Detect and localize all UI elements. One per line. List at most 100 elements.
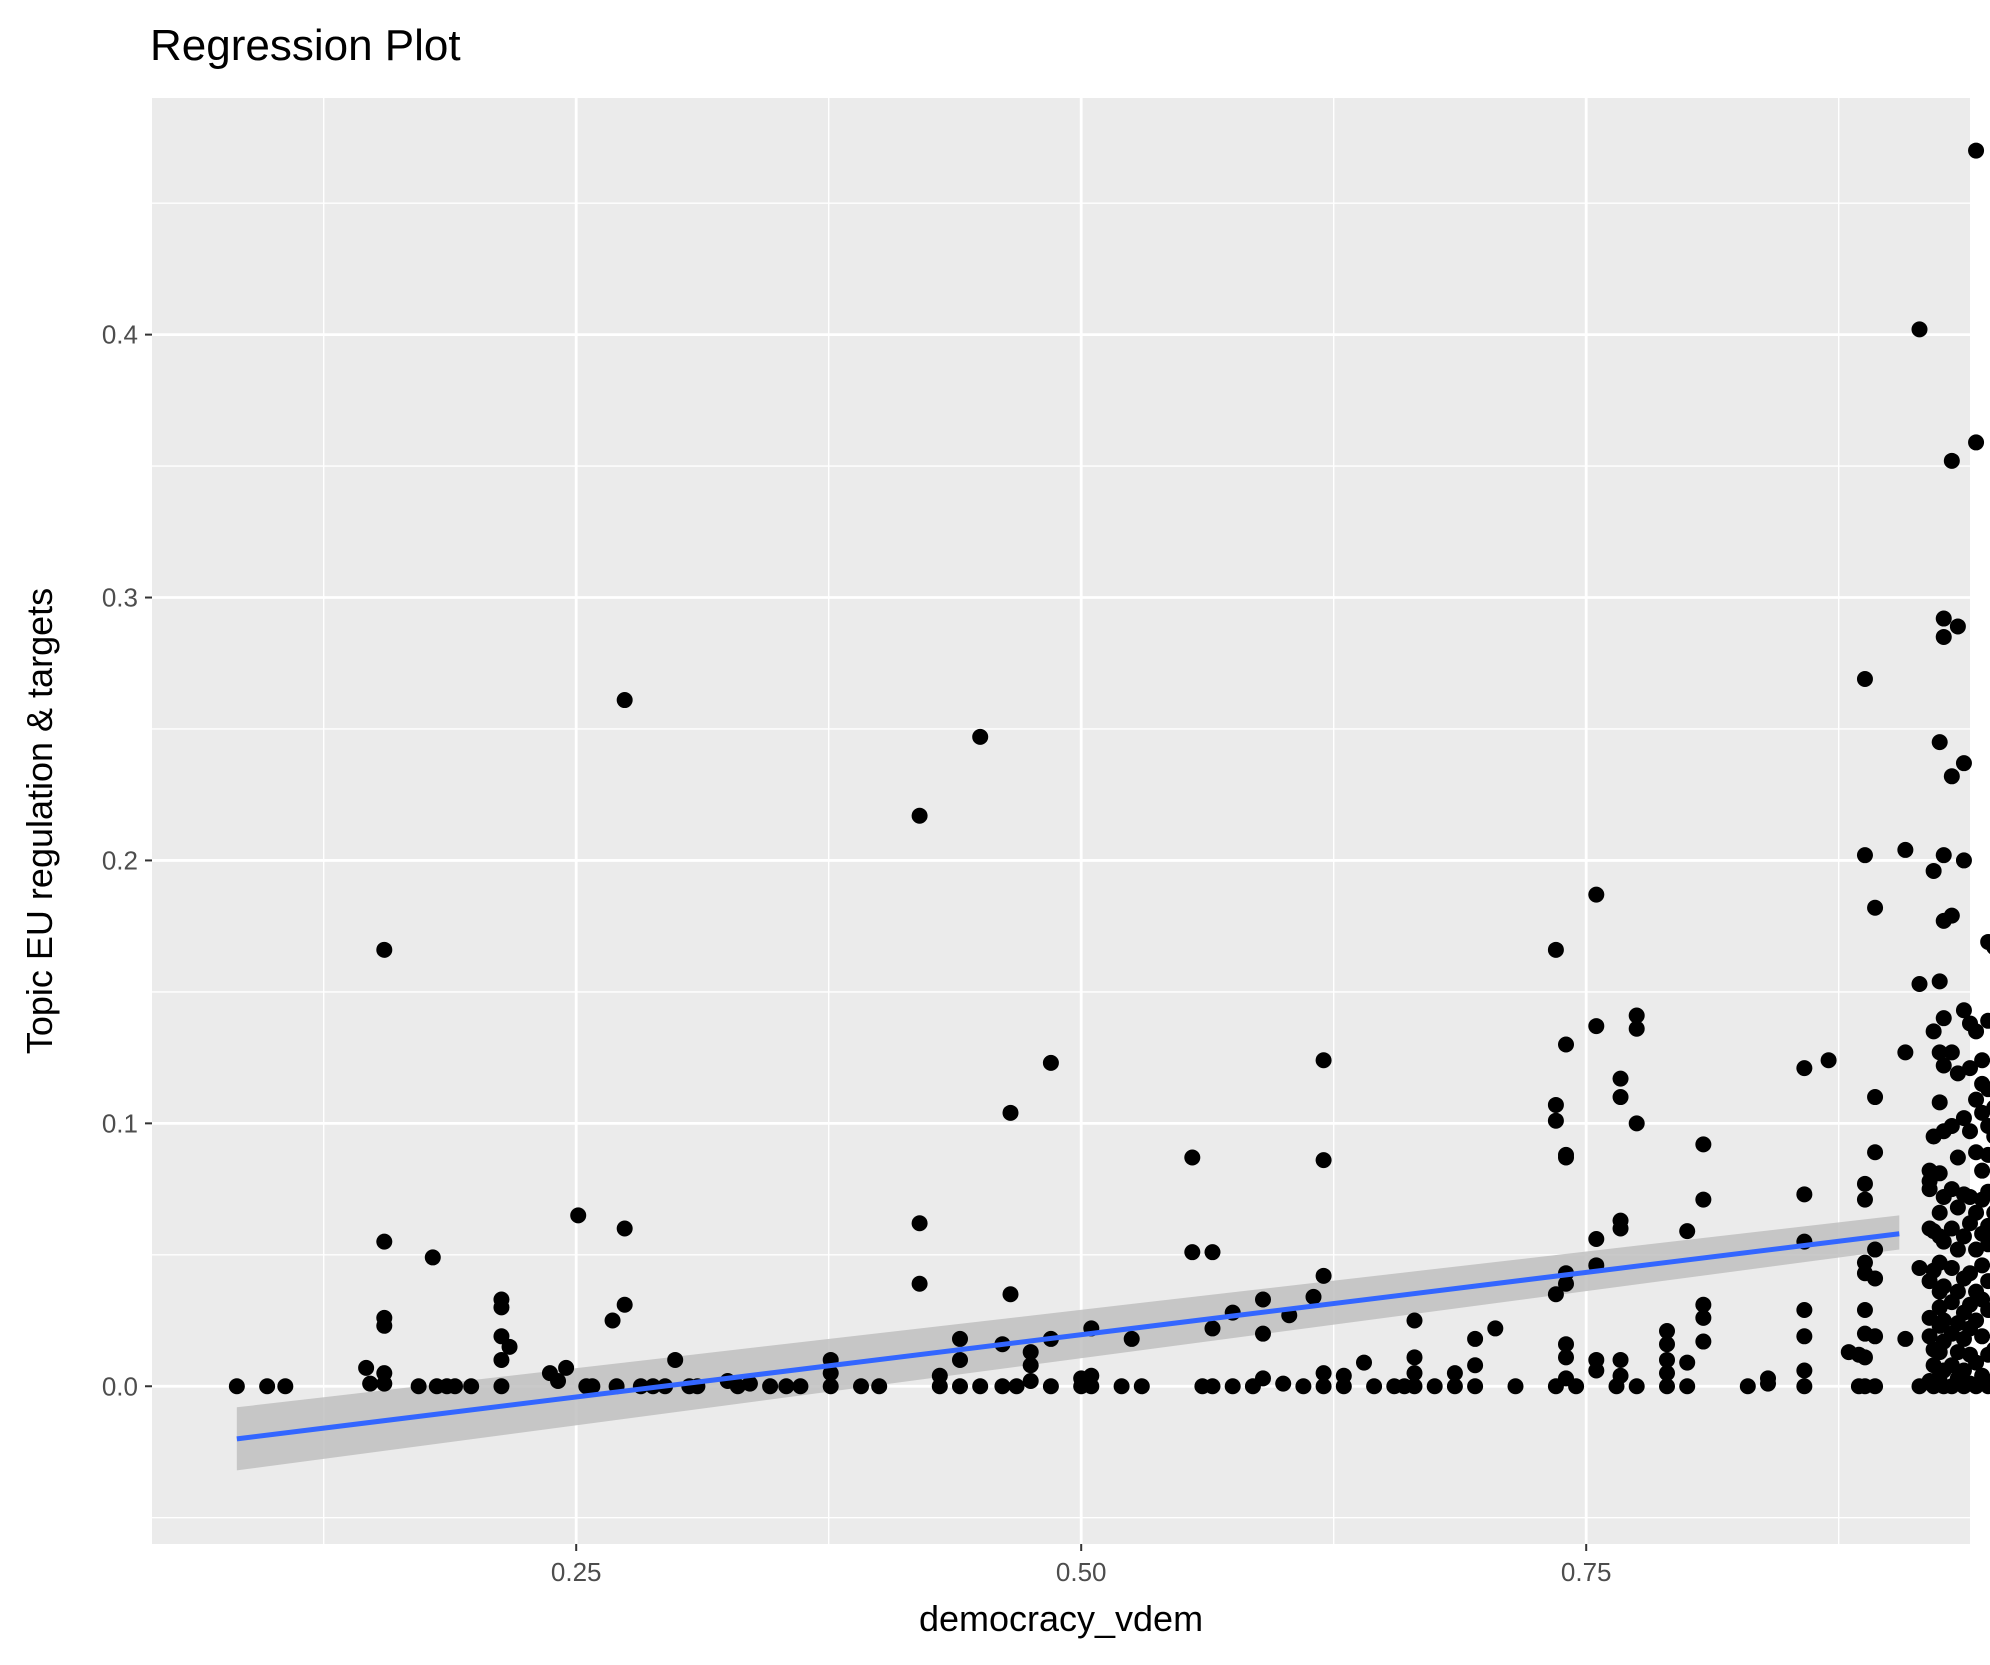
data-point (1949, 1149, 1966, 1166)
plot-panel (152, 98, 1970, 1544)
data-point (501, 1338, 518, 1355)
confidence-band (236, 1215, 1900, 1471)
data-point (1022, 1372, 1039, 1389)
data-point (1628, 1115, 1645, 1132)
data-point (1507, 1378, 1524, 1395)
data-point (952, 1330, 968, 1347)
data-point (1446, 1378, 1463, 1395)
data-point (558, 1359, 575, 1376)
data-point (1962, 1296, 1978, 1313)
data-point (1943, 1357, 1960, 1374)
data-point (667, 1351, 684, 1368)
data-point (1935, 1057, 1952, 1074)
data-point (1968, 1241, 1985, 1258)
data-point (604, 1312, 621, 1329)
data-point (1867, 1089, 1884, 1106)
data-point (1962, 1265, 1978, 1282)
data-point (463, 1378, 480, 1395)
data-point (1943, 907, 1960, 924)
data-point (1547, 1112, 1564, 1129)
data-point (1968, 1204, 1985, 1221)
data-point (1184, 1149, 1201, 1166)
regression-line (236, 1231, 1900, 1442)
data-point (1796, 1302, 1813, 1319)
data-point (1568, 1378, 1585, 1395)
data-point (1943, 768, 1960, 785)
data-point (1911, 976, 1928, 993)
data-point (1921, 1328, 1938, 1345)
data-point (1659, 1323, 1675, 1340)
y-axis: 0.0 0.1 0.2 0.3 0.4 (102, 320, 152, 1401)
data-point (1949, 1283, 1966, 1300)
data-point (1659, 1351, 1675, 1368)
data-point (1547, 941, 1564, 958)
data-point (1760, 1375, 1776, 1392)
data-point (1796, 1186, 1813, 1203)
data-point (616, 1220, 633, 1237)
data-point (1980, 1012, 1990, 1029)
data-point (1921, 1181, 1938, 1198)
data-point (1897, 841, 1914, 858)
data-point (1184, 1244, 1201, 1261)
data-point (1935, 1278, 1952, 1295)
scatter-points (228, 142, 1990, 1395)
y-axis-title: Topic EU regulation & targets (19, 588, 60, 1054)
data-point (1315, 1378, 1332, 1395)
data-point (1204, 1378, 1221, 1395)
data-point (1974, 1257, 1990, 1274)
data-point (1980, 1117, 1990, 1134)
data-point (1679, 1378, 1696, 1395)
data-point (1955, 1228, 1972, 1245)
data-point (1949, 1241, 1966, 1258)
data-point (1547, 1096, 1564, 1113)
data-point (1315, 1052, 1332, 1069)
data-point (1487, 1320, 1504, 1337)
data-point (228, 1378, 245, 1395)
data-point (1986, 1129, 1990, 1144)
y-tick-label: 0.1 (102, 1108, 138, 1138)
data-point (1867, 1378, 1884, 1395)
data-point (1295, 1378, 1312, 1395)
data-point (1980, 1217, 1990, 1234)
y-tick-label: 0.4 (102, 320, 138, 350)
data-point (447, 1378, 463, 1395)
data-point (1943, 1220, 1960, 1237)
data-point (1968, 1091, 1985, 1108)
data-point (792, 1378, 809, 1395)
data-point (1547, 1286, 1564, 1303)
y-tick-label: 0.3 (102, 583, 138, 613)
data-point (1856, 1349, 1873, 1366)
data-point (1943, 1259, 1960, 1276)
data-point (1612, 1351, 1629, 1368)
data-point (1406, 1349, 1423, 1366)
data-point (822, 1365, 839, 1382)
x-tick-label: 0.25 (551, 1557, 602, 1587)
data-point (376, 941, 393, 958)
data-point (1943, 452, 1960, 469)
data-point (952, 1378, 968, 1395)
data-point (1867, 899, 1884, 916)
data-point (1406, 1378, 1423, 1395)
data-point (410, 1378, 427, 1395)
data-point (1022, 1344, 1039, 1361)
data-point (1659, 1378, 1675, 1395)
data-point (493, 1351, 510, 1368)
data-point (1931, 1299, 1948, 1316)
data-point (1943, 1181, 1960, 1198)
data-point (1558, 1349, 1574, 1366)
data-point (1612, 1070, 1629, 1087)
data-point (1867, 1270, 1884, 1287)
data-point (1974, 1052, 1990, 1069)
data-point (1955, 1362, 1972, 1379)
data-point (1739, 1378, 1756, 1395)
data-point (1931, 1204, 1948, 1221)
data-point (1695, 1309, 1712, 1326)
data-point (1968, 1023, 1985, 1040)
data-point (741, 1375, 758, 1392)
data-point (1008, 1378, 1025, 1395)
data-point (1612, 1089, 1629, 1106)
data-point (972, 1378, 989, 1395)
data-point (1612, 1220, 1629, 1237)
data-point (1628, 1007, 1645, 1024)
